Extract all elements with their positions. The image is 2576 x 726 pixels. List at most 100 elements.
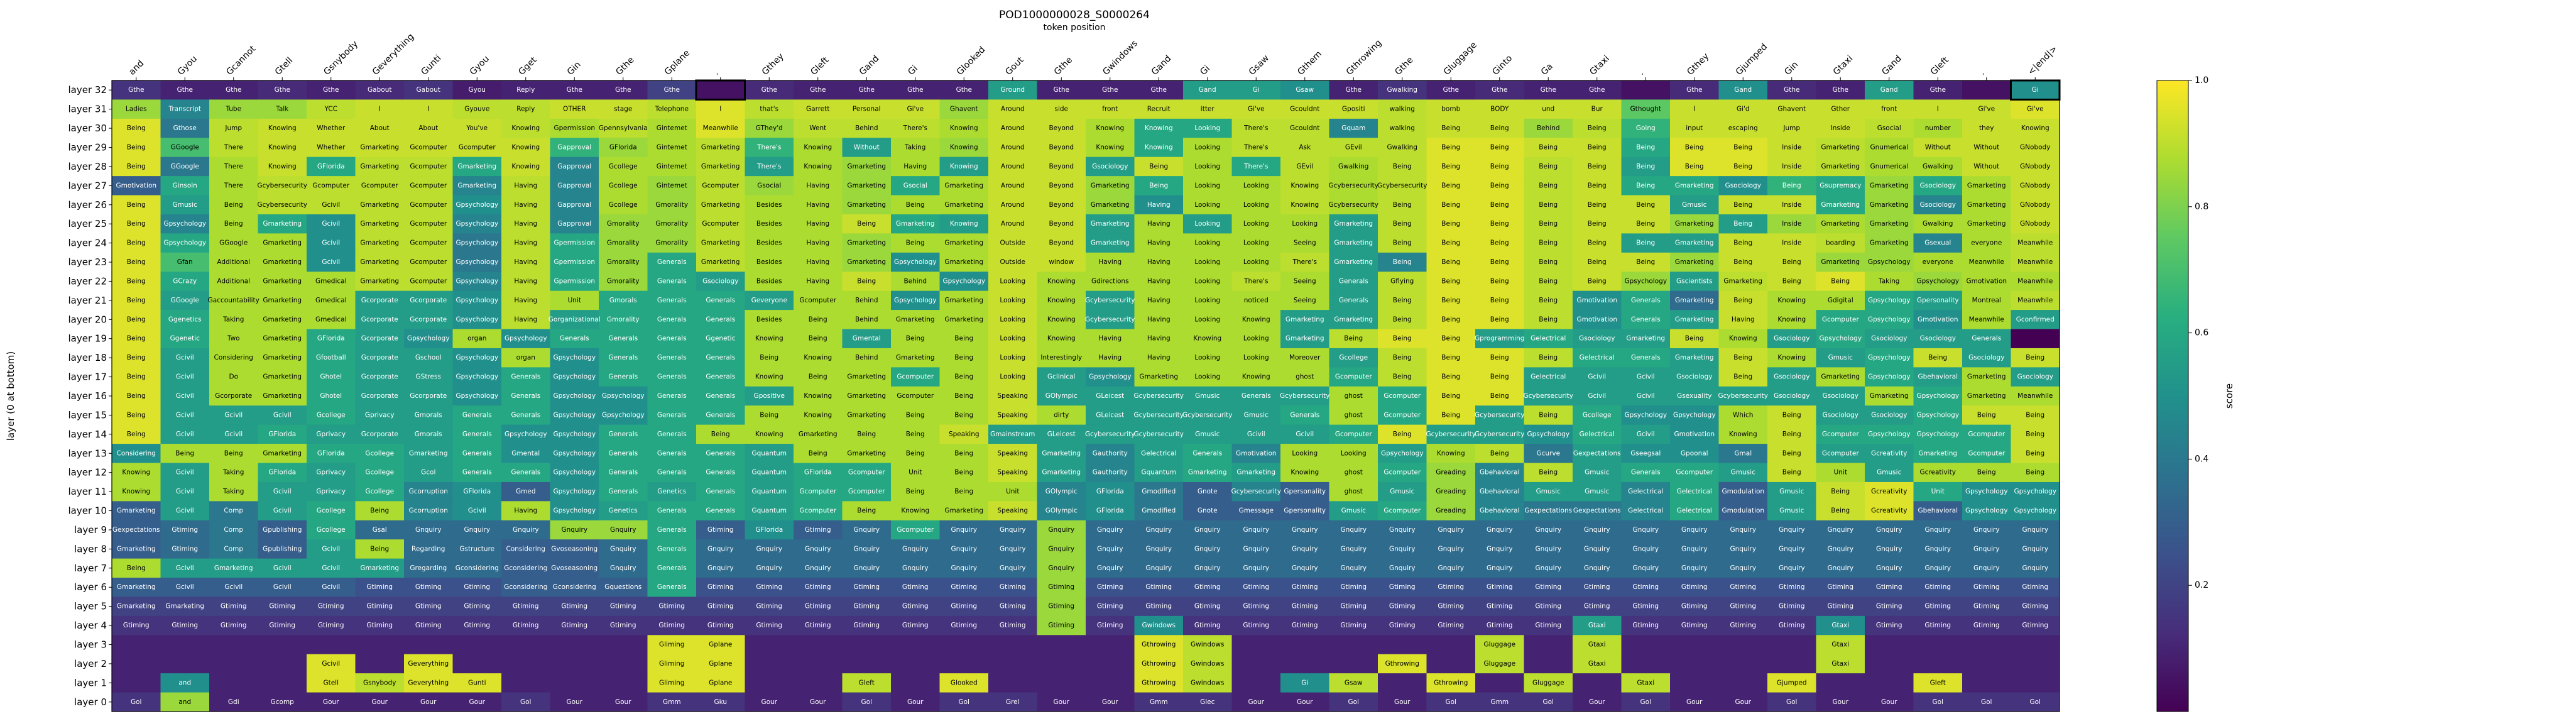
- heatmap-cell: [1475, 157, 1524, 177]
- heatmap-cell-label: Gtaxi: [1588, 622, 1606, 629]
- heatmap-cell: [745, 233, 794, 253]
- heatmap-cell-label: Gpsychology: [1965, 507, 2008, 515]
- heatmap-cell: [794, 252, 843, 272]
- heatmap-cell: [988, 157, 1037, 177]
- heatmap-cell: [1913, 348, 1963, 368]
- heatmap-cell-label: Gtiming: [1876, 583, 1902, 591]
- heatmap-cell-label: Gmusic: [1536, 488, 1561, 495]
- y-axis-title: layer (0 at bottom): [5, 351, 16, 441]
- heatmap-cell-label: Gnquiry: [1243, 564, 1269, 572]
- heatmap-cell: [2011, 138, 2060, 158]
- heatmap-cell-label: Jump: [1782, 124, 1800, 132]
- heatmap-cell-label: Gsociology: [702, 277, 738, 285]
- heatmap-cell-label: Gpsychology: [553, 449, 596, 457]
- heatmap-cell-label: Gmarketing: [1334, 316, 1373, 323]
- heatmap-cell-label: Gnquiry: [1048, 545, 1074, 553]
- heatmap-cell-label: Gliming: [659, 679, 684, 686]
- heatmap-cell-label: Looking: [1194, 163, 1220, 170]
- heatmap-cell-label: Without: [1973, 143, 1999, 151]
- x-tick-label: Gsnybody: [322, 39, 360, 77]
- heatmap-cell: [1816, 252, 1865, 272]
- heatmap-cell: [794, 673, 843, 693]
- heatmap-cell-label: Gpsychology: [1089, 373, 1132, 381]
- heatmap-cell: [891, 635, 940, 655]
- heatmap-cell-label: Gquantum: [751, 449, 787, 457]
- heatmap-cell-label: Being: [1441, 124, 1460, 132]
- heatmap-cell: [355, 195, 405, 215]
- heatmap-cell-label: Gtiming: [1924, 622, 1951, 629]
- y-tick-label: layer 5: [74, 601, 107, 612]
- heatmap-cell-label: Gtiming: [366, 603, 393, 610]
- heatmap-cell-label: Gpsychology: [456, 258, 498, 266]
- heatmap-cell-label: Being: [1685, 143, 1704, 151]
- heatmap-cell-label: organ: [516, 354, 535, 361]
- heatmap-cell: [745, 329, 794, 349]
- heatmap-cell-label: Gcivil: [273, 411, 292, 419]
- heatmap-cell: [1231, 99, 1281, 119]
- heatmap-cell-label: Gmarketing: [944, 239, 983, 247]
- heatmap-cell: [1183, 118, 1232, 138]
- heatmap-cell-label: Glec: [1200, 698, 1215, 706]
- heatmap-cell: [1280, 654, 1329, 674]
- heatmap-cell-label: Gpsychology: [1819, 335, 1862, 343]
- heatmap-cell: [1621, 290, 1671, 311]
- heatmap-cell: [1134, 99, 1184, 119]
- heatmap-cell: [745, 99, 794, 119]
- heatmap-cell-label: Being: [127, 297, 146, 304]
- heatmap-cell-label: Gtiming: [1535, 603, 1561, 610]
- heatmap-cell: [1231, 310, 1281, 330]
- heatmap-cell-label: Gmarketing: [1042, 469, 1081, 476]
- heatmap-cell-label: Gcorruption: [409, 488, 448, 495]
- heatmap-cell: [404, 157, 453, 177]
- heatmap-cell: [1329, 329, 1378, 349]
- heatmap-cell-label: Gapproval: [557, 143, 591, 151]
- heatmap-cell: [355, 80, 405, 100]
- heatmap-cell-label: Being: [1539, 143, 1558, 151]
- heatmap-cell: [209, 176, 258, 196]
- heatmap-cell-label: Gmotivation: [1576, 316, 1617, 323]
- heatmap-cell-label: Being: [809, 449, 827, 457]
- chart-title: POD1000000028_S0000264: [999, 9, 1150, 21]
- heatmap-cell-label: that's: [760, 106, 778, 113]
- y-tick-label: layer 15: [68, 409, 107, 421]
- heatmap-cell-label: Gtiming: [610, 622, 636, 629]
- heatmap-cell-label: Gsociology: [1725, 182, 1761, 189]
- heatmap-cell-label: Being: [1490, 373, 1509, 381]
- heatmap-cell-label: Around: [1001, 124, 1025, 132]
- heatmap-cell-label: Gtiming: [1389, 622, 1416, 629]
- heatmap-cell: [1086, 348, 1135, 368]
- heatmap-cell-label: Gpsychology: [1673, 411, 1716, 419]
- heatmap-cell: [112, 329, 161, 349]
- heatmap-cell-label: Gmarketing: [360, 258, 399, 266]
- heatmap-cell-label: Gmusic: [1195, 392, 1220, 400]
- heatmap-cell-label: Knowing: [901, 507, 929, 515]
- heatmap-cell-label: Being: [1393, 297, 1412, 304]
- heatmap-cell: [2011, 654, 2060, 674]
- heatmap-cell-label: Gthe: [128, 86, 144, 94]
- heatmap-cell: [1816, 118, 1865, 138]
- heatmap-cell: [842, 80, 892, 100]
- heatmap-cell: [112, 99, 161, 119]
- heatmap-cell-label: Gol: [1543, 698, 1554, 706]
- heatmap-cell-label: Gmarketing: [944, 182, 983, 189]
- heatmap-cell: [258, 310, 307, 330]
- heatmap-cell-label: Generals: [706, 449, 735, 457]
- heatmap-cell-label: Being: [1490, 258, 1509, 266]
- heatmap-cell: [599, 635, 648, 655]
- heatmap-cell-label: Gmarketing: [360, 277, 399, 285]
- heatmap-cell-label: Generals: [608, 488, 638, 495]
- heatmap-cell-label: Gnquiry: [951, 564, 977, 572]
- heatmap-cell-label: Gabout: [368, 86, 391, 94]
- heatmap-cell-label: Having: [514, 239, 537, 247]
- y-tick-label: layer 21: [68, 295, 107, 306]
- heatmap-cell-label: Gcomputer: [1335, 373, 1372, 381]
- heatmap-cell: [1037, 99, 1086, 119]
- heatmap-cell: [988, 673, 1037, 693]
- heatmap-cell-label: Gtiming: [610, 603, 636, 610]
- heatmap-cell: [209, 195, 258, 215]
- heatmap-cell-label: Gpermission: [554, 124, 595, 132]
- heatmap-cell-label: Having: [1147, 335, 1171, 343]
- heatmap-cell: [501, 176, 550, 196]
- heatmap-cell-label: GStress: [416, 373, 441, 381]
- heatmap-cell: [2011, 252, 2060, 272]
